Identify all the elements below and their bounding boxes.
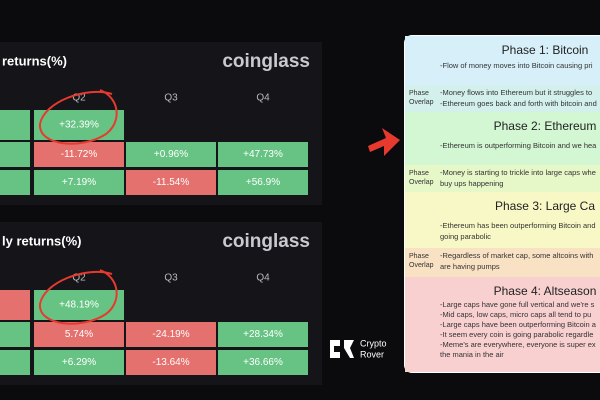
cell-value: +7.19%: [62, 177, 96, 188]
phase-text: -Regardless of market cap, some altcoins…: [440, 251, 593, 260]
cell-value: +6.29%: [62, 357, 96, 368]
overlap-label: Overlap: [409, 262, 434, 269]
logo-text: Crypto: [360, 338, 387, 348]
cell-value: +36.66%: [243, 357, 283, 368]
cell: [0, 110, 30, 140]
cell: [0, 350, 30, 375]
cell-value: -24.19%: [152, 329, 189, 340]
cell: [218, 350, 308, 375]
cell: [34, 322, 124, 347]
cell-value: 5.74%: [65, 329, 93, 340]
cell: [0, 170, 30, 195]
cell-value: +28.34%: [243, 329, 283, 340]
phase-section: [405, 112, 600, 165]
table-title: ly returns(%): [2, 233, 81, 248]
column-header: Q3: [164, 273, 178, 284]
cell: [218, 322, 308, 347]
phase-text: buy ups happening: [440, 179, 503, 188]
hand-circle: [38, 269, 118, 325]
cell-value: +48.19%: [59, 300, 99, 311]
phase-section: [405, 165, 600, 192]
phase-text: -Large caps have gone full vertical and …: [440, 300, 595, 309]
cell-value: -13.64%: [152, 357, 189, 368]
phase-section: [405, 85, 600, 112]
phase-text: going parabolic: [440, 232, 491, 241]
brand: coinglass: [222, 231, 310, 252]
phase-text: -It seem every coin is going parabolic r…: [440, 330, 593, 339]
phase-text: the mania in the air: [440, 350, 504, 359]
phase-section: [405, 36, 600, 85]
cell: [126, 170, 216, 195]
arrow: [368, 128, 400, 156]
phase-title: Phase 4: Altseason: [494, 284, 597, 298]
phase-section: [405, 192, 600, 248]
phase-text: -Flow of money moves into Bitcoin causin…: [440, 61, 593, 70]
phase-text: are having pumps: [440, 262, 500, 271]
phase-title: Phase 3: Large Ca: [495, 199, 595, 213]
cell-value: +32.39%: [59, 120, 99, 131]
logo-icon: [330, 340, 354, 358]
cell: [218, 142, 308, 167]
hand-circle: [38, 89, 118, 145]
column-header: Q4: [256, 273, 270, 284]
brand: coinglass: [222, 51, 310, 72]
phase-text: -Money is starting to trickle into large…: [440, 168, 596, 177]
cell: [34, 110, 124, 140]
cell: [218, 170, 308, 195]
overlap-label: Phase: [409, 90, 429, 97]
cell: [34, 290, 124, 320]
column-header: Q3: [164, 93, 178, 104]
phase-title: Phase 2: Ethereum: [494, 119, 597, 133]
phase-text: -Large caps have been outperforming Bitc…: [440, 320, 597, 329]
phase-section: [405, 248, 600, 277]
cell: [34, 350, 124, 375]
cell-value: +47.73%: [243, 149, 283, 160]
phase-section: [405, 277, 600, 372]
column-header: Q2: [72, 273, 86, 284]
phase-text: -Mid caps, low caps, micro caps all tend…: [440, 310, 591, 319]
cell: [34, 142, 124, 167]
phase-text: -Meme's are everywhere, everyone is supe…: [440, 340, 596, 349]
column-header: Q4: [256, 93, 270, 104]
cell: [126, 350, 216, 375]
phase-text: -Money flows into Ethereum but it strugg…: [440, 88, 592, 97]
cell-value: -11.72%: [61, 149, 98, 160]
overlap-label: Overlap: [409, 99, 434, 106]
phase-title: Phase 1: Bitcoin: [502, 43, 589, 57]
overlap-label: Overlap: [409, 179, 434, 186]
cell: [126, 322, 216, 347]
column-header: Q2: [72, 93, 86, 104]
phase-text: -Ethereum goes back and forth with bitco…: [440, 99, 597, 108]
cell: [34, 170, 124, 195]
cell-value: +0.96%: [154, 149, 188, 160]
phase-text: -Ethereum is outperforming Bitcoin and w…: [440, 141, 597, 150]
table-title: returns(%): [2, 53, 67, 68]
cell: [126, 142, 216, 167]
phase-text: -Ethereum has been outperforming Bitcoin…: [440, 221, 596, 230]
overlap-label: Phase: [409, 253, 429, 260]
overlap-label: Phase: [409, 170, 429, 177]
cell-value: -11.54%: [153, 177, 190, 188]
cell: [0, 290, 30, 320]
cell: [0, 142, 30, 167]
cell: [0, 322, 30, 347]
cell-value: +56.9%: [246, 177, 280, 188]
logo-text: Rover: [360, 349, 384, 359]
